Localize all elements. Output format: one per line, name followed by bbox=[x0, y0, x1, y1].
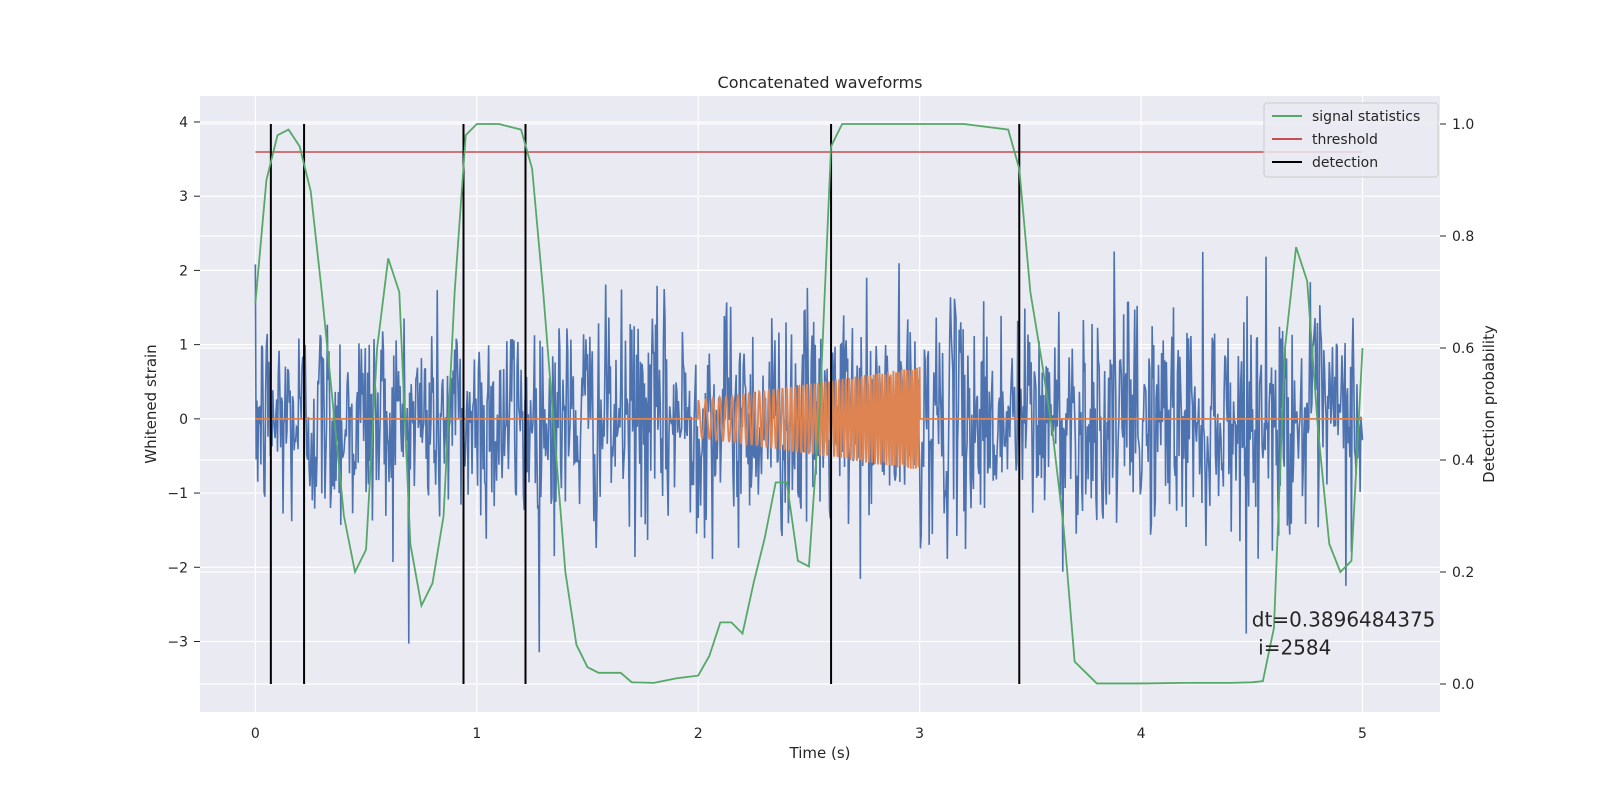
signal-statistics-series bbox=[254, 123, 1364, 685]
y-tick-label: −1 bbox=[167, 486, 188, 502]
y2-tick-label: 0.4 bbox=[1452, 453, 1474, 469]
y-tick-label: 3 bbox=[179, 189, 188, 205]
x-tick-label: 5 bbox=[1358, 726, 1367, 742]
y2-tick-label: 0.6 bbox=[1452, 341, 1474, 357]
y2-tick-label: 0.0 bbox=[1452, 677, 1474, 693]
series-layer bbox=[254, 123, 1364, 685]
x-tick-label: 3 bbox=[915, 726, 924, 742]
legend: signal statistics threshold detection bbox=[1263, 102, 1439, 178]
y-tick-label: 2 bbox=[179, 263, 188, 279]
y-tick-label: −2 bbox=[167, 560, 188, 576]
legend-box bbox=[1263, 102, 1439, 178]
annotation-dt: dt=0.3896484375 bbox=[1252, 608, 1436, 632]
legend-label-threshold: threshold bbox=[1312, 132, 1378, 148]
chart-title: Concatenated waveforms bbox=[718, 73, 923, 92]
y-tick-label: −3 bbox=[167, 634, 188, 650]
annotation-index: i=2584 bbox=[1252, 636, 1332, 660]
x-tick-label: 2 bbox=[694, 726, 703, 742]
x-tick-label: 4 bbox=[1137, 726, 1146, 742]
x-axis-title: Time (s) bbox=[789, 744, 851, 762]
x-tick-label: 0 bbox=[251, 726, 260, 742]
y-tick-label: 4 bbox=[179, 115, 188, 131]
y2-axis-title: Detection probability bbox=[1480, 325, 1498, 483]
y-tick-label: 1 bbox=[179, 338, 188, 354]
y-axis-title: Whitened strain bbox=[142, 344, 160, 463]
y2-tick-label: 0.8 bbox=[1452, 229, 1474, 245]
y-tick-label: 0 bbox=[179, 412, 188, 428]
y2-tick-label: 1.0 bbox=[1452, 117, 1474, 133]
tick-labels: 0 1 2 3 4 5 −3 −2 −1 0 1 2 3 4 0.0 0.2 0.4 0.6 0.8 1.0 bbox=[167, 115, 1474, 742]
x-tick-label: 1 bbox=[472, 726, 481, 742]
legend-label-signal-statistics: signal statistics bbox=[1312, 109, 1420, 125]
injection-series bbox=[255, 366, 1363, 469]
detection-lines bbox=[269, 124, 1021, 684]
legend-label-detection: detection bbox=[1312, 155, 1378, 171]
y2-tick-label: 0.2 bbox=[1452, 565, 1474, 581]
